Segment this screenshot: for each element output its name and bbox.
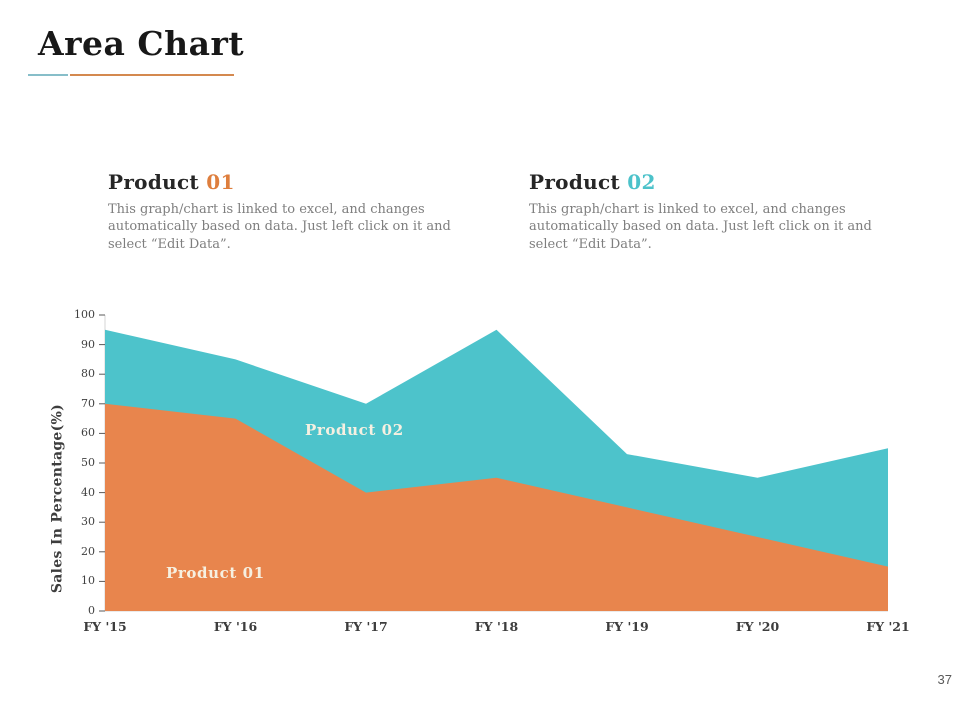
product-01-description: This graph/chart is linked to excel, and… [108,202,451,252]
x-axis-label: FY '15 [83,619,127,634]
product-02-description: This graph/chart is linked to excel, and… [529,202,872,252]
y-tick-label: 70 [81,396,95,410]
y-tick-label: 50 [81,456,95,469]
y-tick-label: 30 [81,515,95,529]
product-01-area[interactable] [105,403,888,611]
y-tick-label: 60 [81,426,95,440]
y-tick-label: 100 [74,308,95,321]
y-tick-label: 0 [88,604,95,617]
y-tick-label: 40 [81,485,95,499]
y-tick-label: 90 [81,337,95,351]
y-axis-tick-labels: 0 10 20 30 40 50 60 70 80 90 100 [55,308,95,620]
x-axis-label: FY '19 [605,619,649,634]
x-axis-label: FY '20 [735,619,780,634]
series-label-product-02: Product 02 [305,421,404,439]
y-tick-label: 10 [81,574,95,588]
y-tick-label: 20 [81,544,95,558]
area-chart[interactable] [95,310,895,620]
x-axis-label: FY '16 [213,619,258,634]
product-02-heading: Product 02 [529,170,881,194]
product-02-heading-label: Product [529,170,620,194]
product-01-heading-label: Product [108,170,199,194]
series-label-product-01: Product 01 [166,564,265,582]
y-tick-label: 80 [81,367,95,381]
title-underline-orange [70,74,234,76]
title-underline-teal [28,74,68,76]
x-axis-label: FY '17 [344,619,388,634]
product-02-heading-number: 02 [627,170,656,194]
product-01-block: Product 01 This graph/chart is linked to… [108,170,460,253]
x-axis-label: FY '21 [866,619,910,634]
x-axis-labels: FY '15 FY '16 FY '17 FY '18 FY '19 FY '20 FY '… [83,619,909,641]
page-number: 37 [937,672,952,687]
x-axis-label: FY '18 [474,619,519,634]
product-02-block: Product 02 This graph/chart is linked to… [529,170,881,253]
product-01-heading-number: 01 [206,170,235,194]
product-01-heading: Product 01 [108,170,460,194]
page-title: Area Chart [38,24,245,63]
